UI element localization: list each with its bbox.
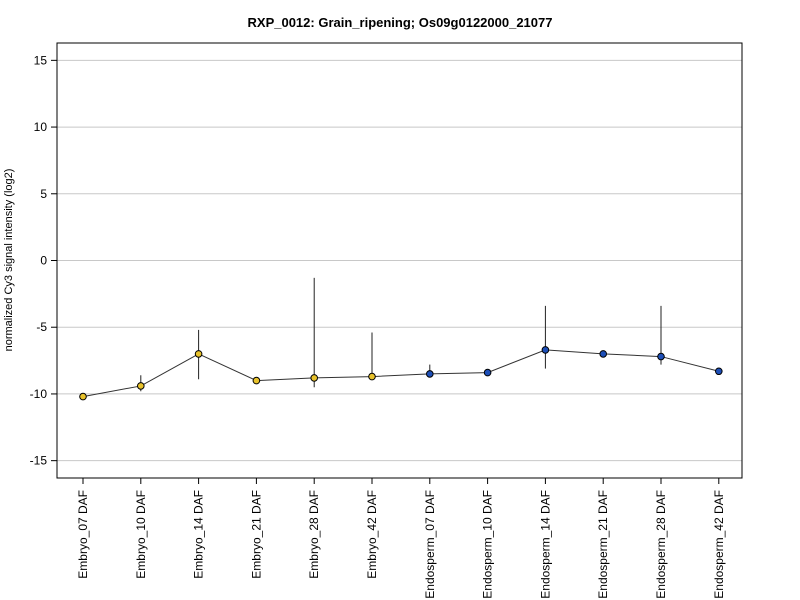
data-point xyxy=(483,368,492,377)
y-tick-label: -15 xyxy=(30,454,48,468)
x-tick-label: Endosperm_14 DAF xyxy=(538,490,552,599)
y-tick-label: -5 xyxy=(36,320,47,334)
data-point xyxy=(715,367,723,376)
data-point xyxy=(657,352,665,361)
x-tick-label: Endosperm_21 DAF xyxy=(596,490,610,599)
x-tick-label: Embryo_21 DAF xyxy=(249,490,263,579)
x-tick-label: Embryo_07 DAF xyxy=(76,490,90,579)
x-axis: Embryo_07 DAF Embryo_10 DAF Embryo_14 DAF E… xyxy=(76,478,726,599)
x-tick-label: Embryo_10 DAF xyxy=(134,490,148,579)
x-tick-label: Endosperm_10 DAF xyxy=(481,490,495,599)
y-tick-label: 5 xyxy=(40,187,47,201)
chart-title: RXP_0012: Grain_ripening; Os09g0122000_2… xyxy=(248,15,553,30)
y-tick-label: -10 xyxy=(30,387,48,401)
x-tick-label: Endosperm_42 DAF xyxy=(712,490,726,599)
data-point xyxy=(79,392,87,401)
data-point xyxy=(599,350,608,358)
x-tick-label: Endosperm_28 DAF xyxy=(654,490,668,599)
data-point xyxy=(194,350,203,358)
data-point xyxy=(137,382,145,390)
x-tick-label: Embryo_14 DAF xyxy=(192,490,206,579)
y-tick-label: 10 xyxy=(34,120,48,134)
data-point xyxy=(310,374,319,382)
data-point xyxy=(541,346,550,354)
x-tick-label: Endosperm_07 DAF xyxy=(423,490,437,599)
data-point xyxy=(368,372,376,381)
x-tick-label: Embryo_28 DAF xyxy=(307,490,321,579)
y-axis: -15 -10 -5 0 5 10 15 xyxy=(30,53,57,468)
error-bars xyxy=(82,277,662,397)
y-tick-label: 15 xyxy=(34,53,48,67)
series-line xyxy=(82,349,719,398)
data-points xyxy=(79,346,723,401)
x-tick-label: Embryo_42 DAF xyxy=(365,490,379,579)
y-tick-label: 0 xyxy=(40,254,47,268)
data-point xyxy=(252,376,261,385)
grid-layer xyxy=(57,59,742,462)
y-axis-label: normalized Cy3 signal intensity (log2) xyxy=(3,169,15,352)
data-point xyxy=(426,370,434,378)
